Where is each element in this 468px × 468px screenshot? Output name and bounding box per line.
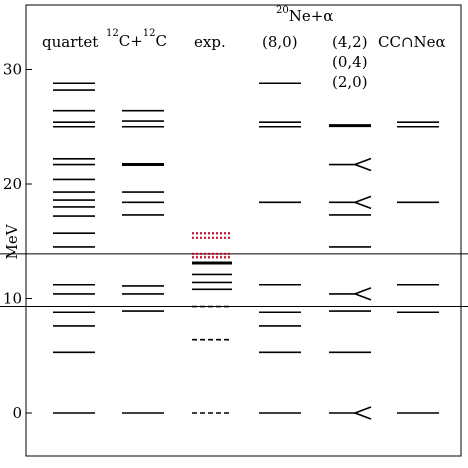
level-line-ne42-fork-up xyxy=(354,195,372,204)
header-exp: exp. xyxy=(194,33,226,51)
header-ne-text: Ne+α xyxy=(289,7,334,25)
header-12c-sup-a: 12 xyxy=(106,28,119,39)
header-20: (2,0) xyxy=(332,73,368,91)
level-line-ne42-fork-up xyxy=(354,157,372,166)
header-ne-alpha: 20Ne+α xyxy=(276,5,333,25)
header-04: (0,4) xyxy=(332,53,368,71)
level-line-ne42-fork-down xyxy=(354,163,372,172)
header-12c-sup-b: 12 xyxy=(143,28,156,39)
header-cc-ne: CC∩Neα xyxy=(378,33,446,51)
header-ne-sup: 20 xyxy=(276,5,289,16)
level-line-ne42-fork-down xyxy=(354,201,372,210)
y-tick-label: 20 xyxy=(3,175,22,193)
level-line-ne42-fork-up xyxy=(354,406,372,414)
y-tick-label: 0 xyxy=(12,404,22,422)
header-42: (4,2) xyxy=(332,33,368,51)
level-line-ne42-fork-down xyxy=(354,293,372,301)
threshold-lines xyxy=(0,253,468,308)
header-12c-part-a: C+ xyxy=(119,32,143,50)
plot-frame xyxy=(25,4,462,457)
level-lines xyxy=(53,82,439,420)
y-tick-label: 30 xyxy=(3,61,22,79)
y-axis-label: MeV xyxy=(3,223,21,259)
level-line-ne42-fork-down xyxy=(354,412,372,420)
header-12c-12c: 12C+12C xyxy=(106,28,167,50)
y-axis-ticks: 0 10 20 30 xyxy=(3,61,32,422)
header-quartet: quartet xyxy=(42,33,98,51)
level-line-ne42-fork-up xyxy=(354,287,372,295)
header-12c-part-b: C xyxy=(156,32,167,50)
y-tick-label: 10 xyxy=(3,290,22,308)
header-80: (8,0) xyxy=(262,33,298,51)
